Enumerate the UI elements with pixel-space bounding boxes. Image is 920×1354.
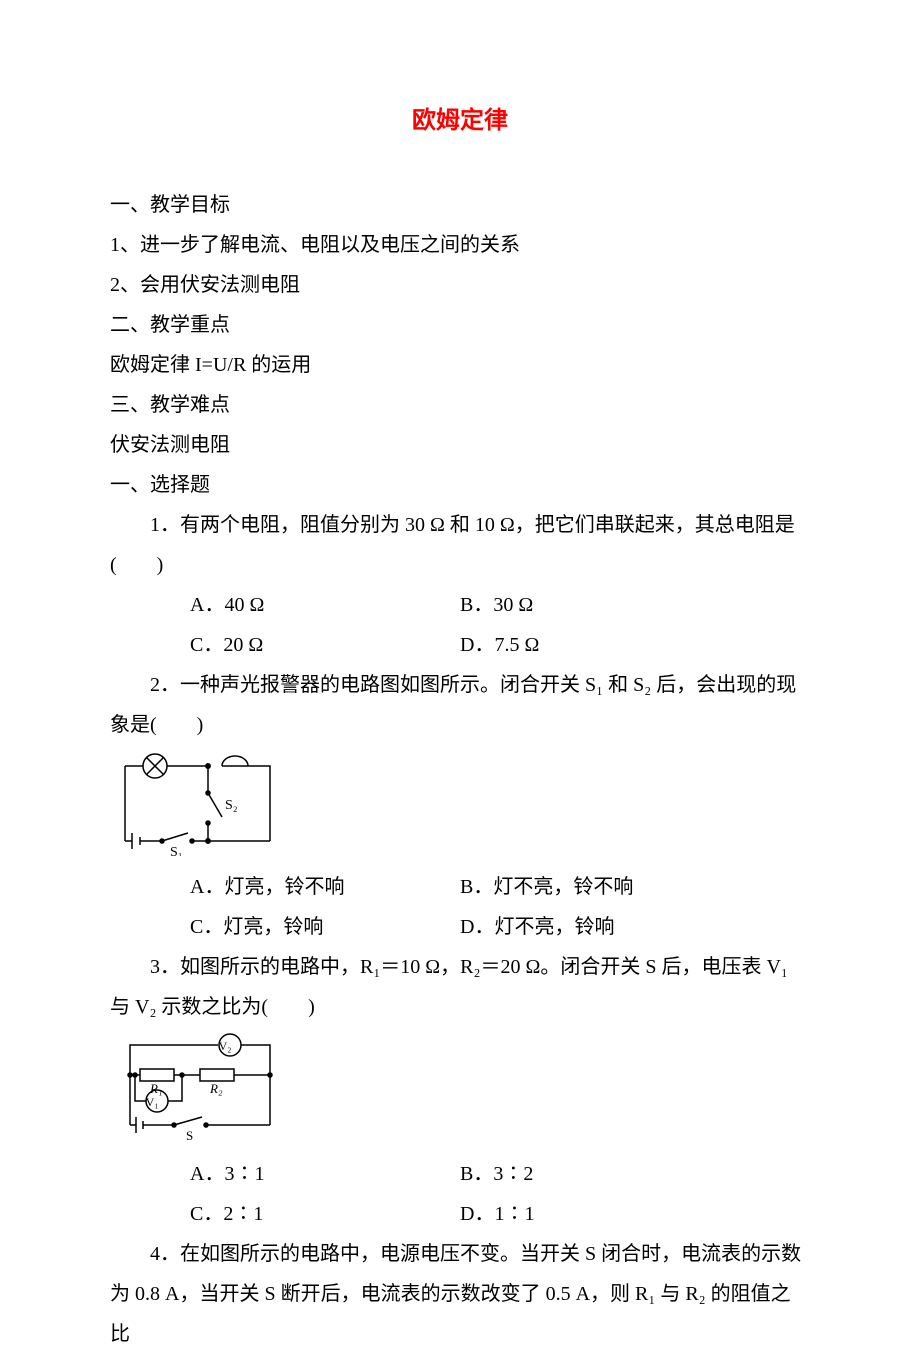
q1-option-c: C．20 Ω <box>110 625 460 665</box>
q2-option-d: D．灯不亮，铃响 <box>460 907 810 947</box>
q3-option-d: D．1∶1 <box>460 1194 810 1234</box>
choice-section-header: 一、选择题 <box>110 465 810 505</box>
q3-label-v2: V₂ <box>219 1039 232 1053</box>
q3-options-row1: A．3∶1 B．3∶2 <box>110 1154 810 1194</box>
q4-stem-line1: 4．在如图所示的电路中，电源电压不变。当开关 S 闭合时，电流表的示数 <box>110 1234 810 1274</box>
q1-stem-line2: ( ) <box>110 545 810 585</box>
diffpoint-text: 伏安法测电阻 <box>110 425 810 465</box>
q3-stem-line2: 与 V₂ 示数之比为( ) <box>110 987 810 1027</box>
q1-option-b: B．30 Ω <box>460 585 810 625</box>
q3-label-s: S <box>186 1128 193 1143</box>
q3-options-row2: C．2∶1 D．1∶1 <box>110 1194 810 1234</box>
q2-option-a: A．灯亮，铃不响 <box>110 867 460 907</box>
q3-circuit-diagram: V₂ V₁ R₁ R₂ S <box>110 1033 810 1148</box>
keypoint-text: 欧姆定律 I=U/R 的运用 <box>110 345 810 385</box>
q3-stem-line1: 3．如图所示的电路中，R₁＝10 Ω，R₂＝20 Ω。闭合开关 S 后，电压表 … <box>110 947 810 987</box>
q2-label-s1: S₁ <box>170 845 183 856</box>
q2-options-row1: A．灯亮，铃不响 B．灯不亮，铃不响 <box>110 867 810 907</box>
q3-option-b: B．3∶2 <box>460 1154 810 1194</box>
q3-option-c: C．2∶1 <box>110 1194 460 1234</box>
section-diffpoint-header: 三、教学难点 <box>110 385 810 425</box>
q2-stem-line2: 象是( ) <box>110 705 810 745</box>
q2-option-b: B．灯不亮，铃不响 <box>460 867 810 907</box>
q3-label-r1: R₁ <box>149 1081 162 1096</box>
q3-label-r2: R₂ <box>209 1081 223 1096</box>
q3-circuit-svg-icon: V₂ V₁ R₁ R₂ S <box>110 1033 285 1143</box>
q2-circuit-diagram: S₁ S₂ <box>110 751 810 861</box>
q3-option-a: A．3∶1 <box>110 1154 460 1194</box>
q2-options-row2: C．灯亮，铃响 D．灯不亮，铃响 <box>110 907 810 947</box>
q1-options-row2: C．20 Ω D．7.5 Ω <box>110 625 810 665</box>
goal-1: 1、进一步了解电流、电阻以及电压之间的关系 <box>110 225 810 265</box>
q3-label-v1: V₁ <box>146 1095 159 1109</box>
q1-options-row1: A．40 Ω B．30 Ω <box>110 585 810 625</box>
page-title: 欧姆定律 <box>110 100 810 135</box>
q2-stem-line1: 2．一种声光报警器的电路图如图所示。闭合开关 S₁ 和 S₂ 后，会出现的现 <box>110 665 810 705</box>
document-page: 欧姆定律 一、教学目标 1、进一步了解电流、电阻以及电压之间的关系 2、会用伏安… <box>0 0 920 1302</box>
q2-circuit-svg-icon: S₁ S₂ <box>110 751 285 856</box>
section-keypoint-header: 二、教学重点 <box>110 305 810 345</box>
q1-option-a: A．40 Ω <box>110 585 460 625</box>
q2-label-s2: S₂ <box>225 798 238 813</box>
goal-2: 2、会用伏安法测电阻 <box>110 265 810 305</box>
section-goals-header: 一、教学目标 <box>110 185 810 225</box>
q1-option-d: D．7.5 Ω <box>460 625 810 665</box>
q4-stem-line2: 为 0.8 A，当开关 S 断开后，电流表的示数改变了 0.5 A，则 R₁ 与… <box>110 1274 810 1354</box>
q1-stem-line1: 1．有两个电阻，阻值分别为 30 Ω 和 10 Ω，把它们串联起来，其总电阻是 <box>110 505 810 545</box>
q2-option-c: C．灯亮，铃响 <box>110 907 460 947</box>
